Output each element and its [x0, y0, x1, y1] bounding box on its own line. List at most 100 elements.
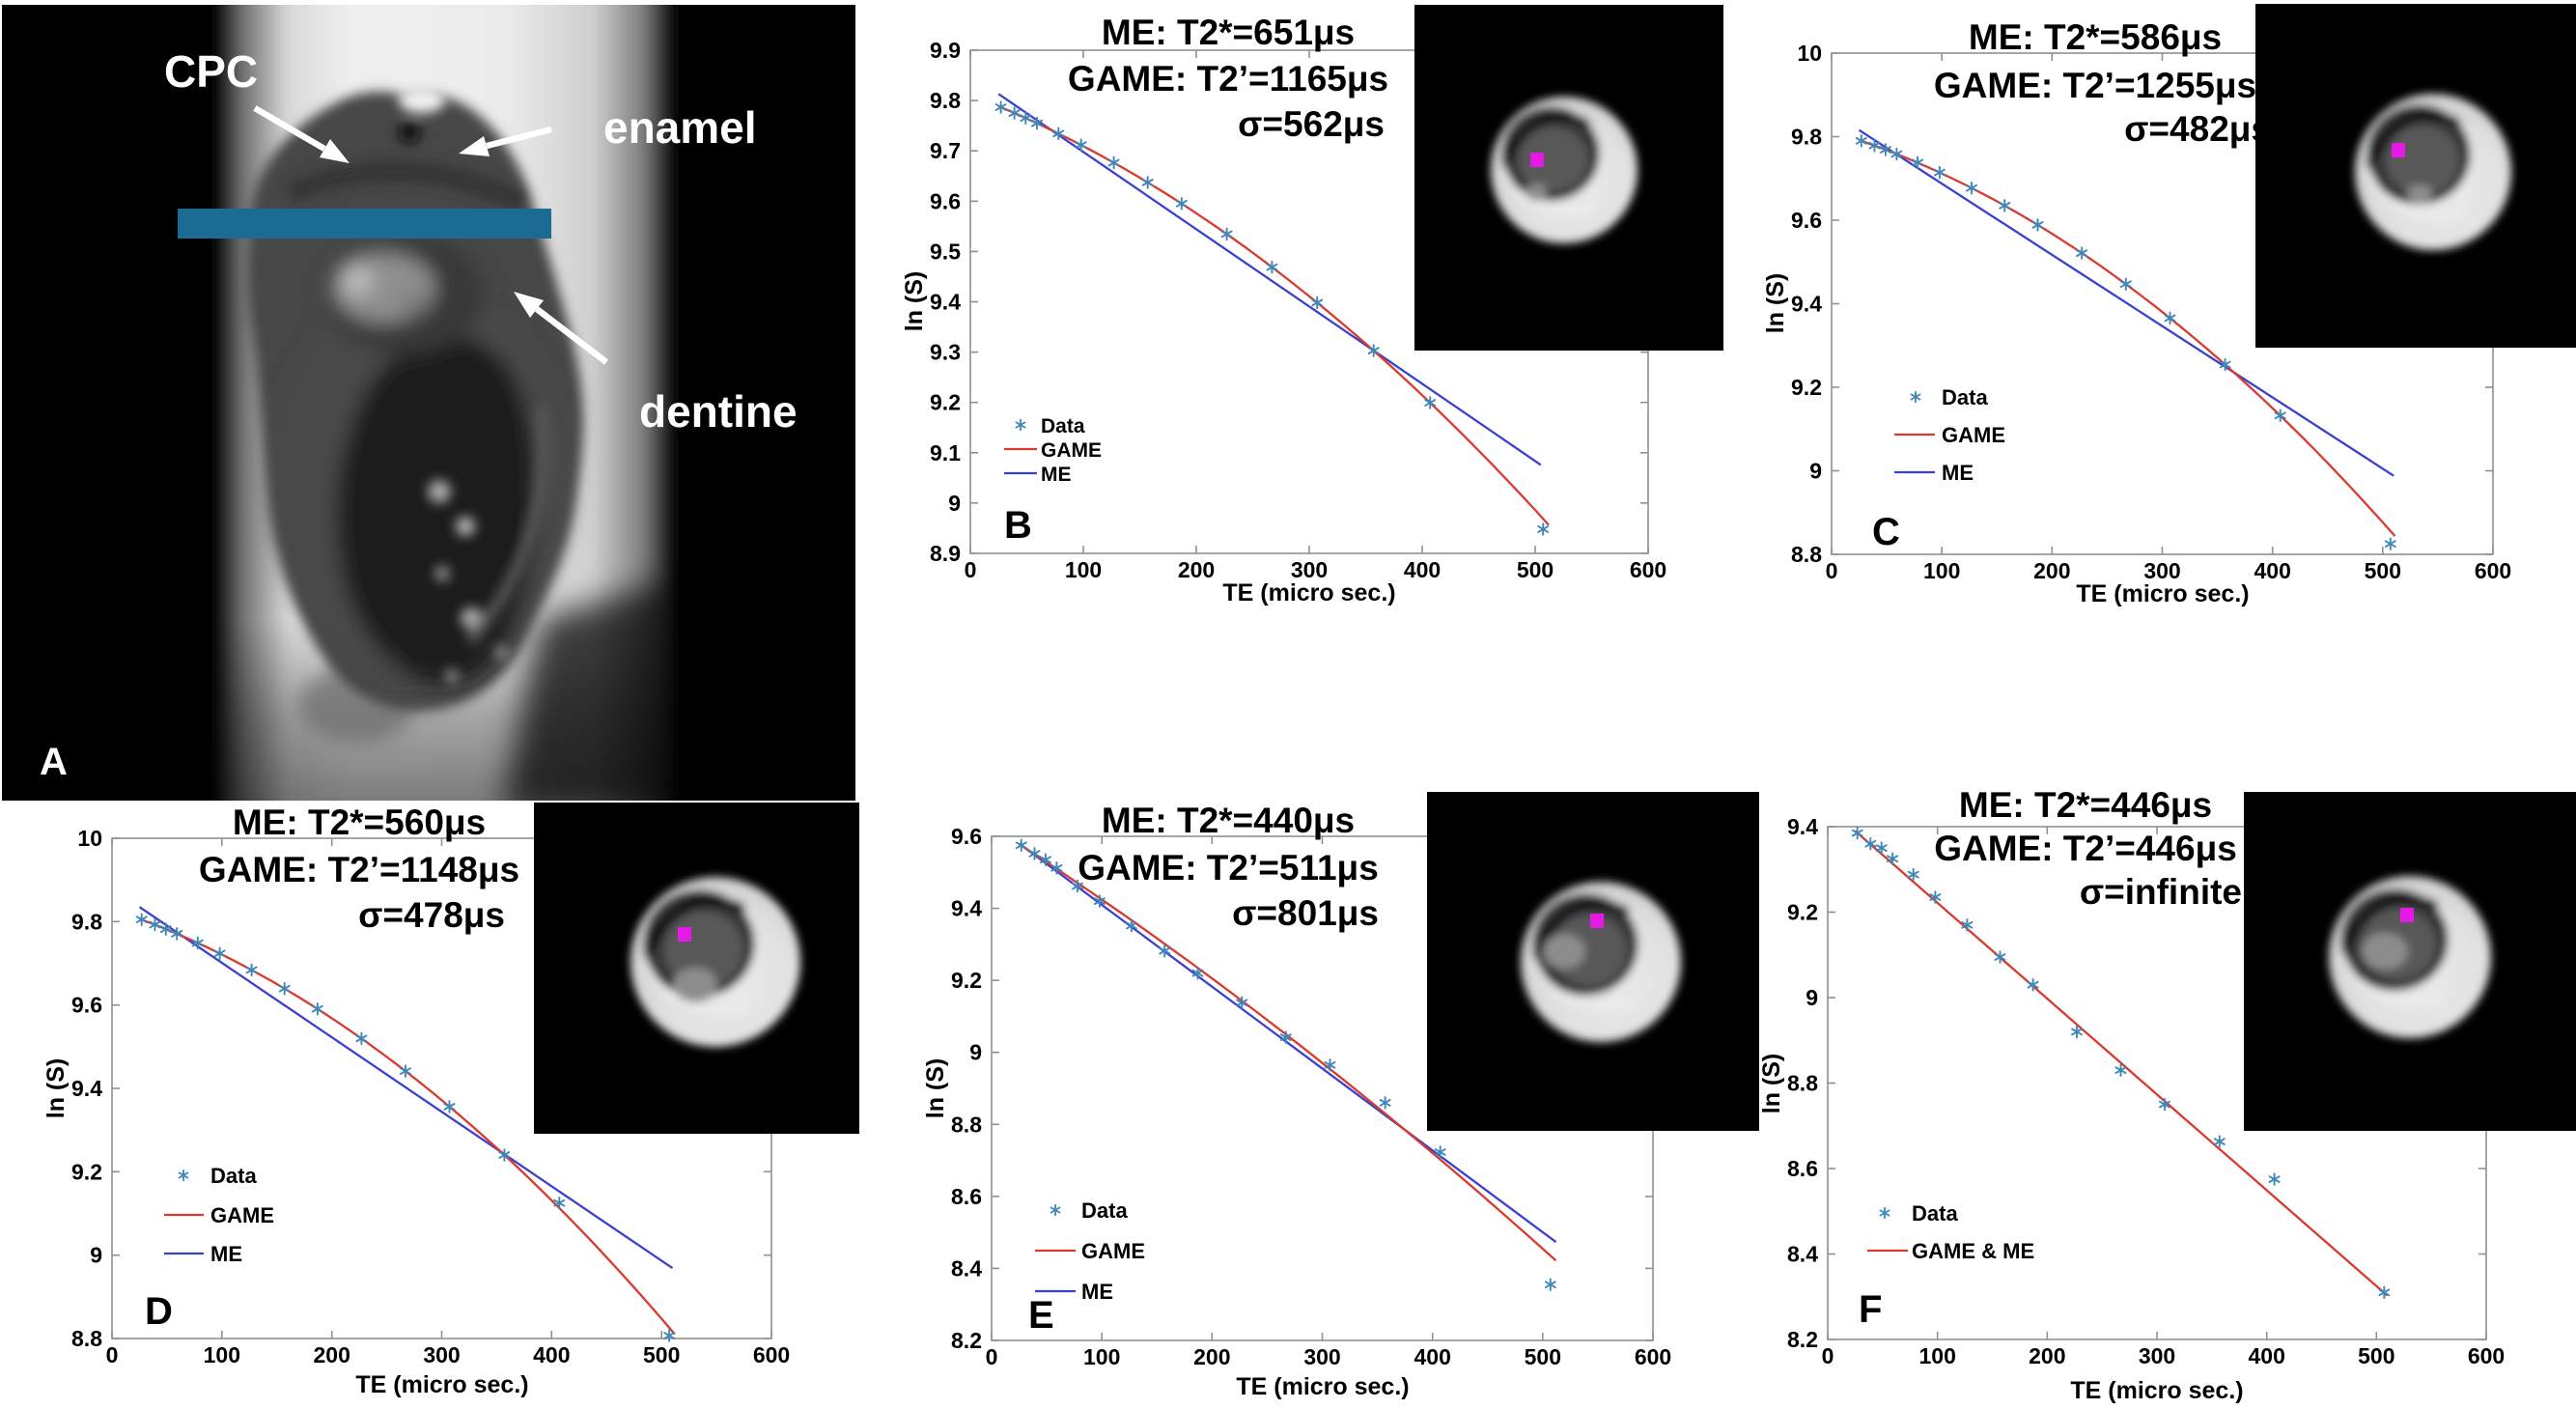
svg-text:9.6: 9.6: [930, 188, 961, 213]
svg-text:GAME & ME: GAME & ME: [1912, 1239, 2034, 1263]
svg-text:GAME: T2’=1165μs: GAME: T2’=1165μs: [1068, 59, 1388, 99]
svg-text:TE (micro sec.): TE (micro sec.): [2070, 1377, 2243, 1404]
svg-text:B: B: [1004, 504, 1032, 547]
svg-text:Data: Data: [1942, 385, 1988, 409]
svg-text:400: 400: [2254, 558, 2291, 583]
svg-text:9.6: 9.6: [71, 993, 102, 1018]
svg-text:9: 9: [1806, 985, 1818, 1010]
svg-text:σ=801μs: σ=801μs: [1232, 893, 1379, 933]
svg-text:8.2: 8.2: [1787, 1327, 1818, 1352]
svg-text:GAME: GAME: [1041, 439, 1102, 462]
svg-text:500: 500: [2365, 558, 2401, 583]
svg-text:ME: T2*=586μs: ME: T2*=586μs: [1969, 17, 2222, 57]
svg-text:400: 400: [1414, 1344, 1451, 1369]
svg-text:9: 9: [90, 1243, 102, 1268]
svg-text:600: 600: [1635, 1344, 1671, 1369]
svg-text:300: 300: [2143, 558, 2180, 583]
svg-text:TE (micro sec.): TE (micro sec.): [1222, 579, 1395, 606]
svg-text:ME: T2*=440μs: ME: T2*=440μs: [1102, 801, 1355, 840]
svg-text:GAME: T2’=1148μs: GAME: T2’=1148μs: [199, 850, 519, 889]
svg-text:TE (micro sec.): TE (micro sec.): [355, 1371, 528, 1398]
svg-text:D: D: [145, 1290, 173, 1333]
svg-text:8.4: 8.4: [951, 1255, 982, 1281]
svg-text:ME: ME: [1942, 461, 1974, 485]
svg-text:100: 100: [1065, 557, 1102, 582]
svg-text:8.4: 8.4: [1787, 1242, 1818, 1267]
svg-text:σ=infinite: σ=infinite: [2080, 872, 2242, 912]
svg-text:ln (S): ln (S): [922, 1058, 949, 1119]
svg-text:400: 400: [2249, 1343, 2285, 1368]
svg-text:8.6: 8.6: [951, 1184, 982, 1209]
svg-text:9.2: 9.2: [1787, 900, 1818, 925]
svg-text:10: 10: [77, 826, 102, 851]
svg-text:σ=482μs: σ=482μs: [2124, 109, 2271, 149]
svg-text:GAME: GAME: [1942, 423, 2005, 447]
svg-text:8.2: 8.2: [951, 1328, 982, 1353]
svg-text:9.2: 9.2: [1791, 375, 1822, 400]
svg-text:200: 200: [2029, 1343, 2065, 1368]
svg-text:100: 100: [1923, 558, 1960, 583]
svg-text:300: 300: [1303, 1344, 1340, 1369]
svg-text:600: 600: [2468, 1343, 2505, 1368]
svg-text:300: 300: [423, 1342, 460, 1367]
svg-text:0: 0: [1822, 1343, 1834, 1368]
svg-text:300: 300: [1291, 557, 1328, 582]
svg-text:TE (micro sec.): TE (micro sec.): [2076, 580, 2249, 607]
svg-text:9.4: 9.4: [1791, 292, 1822, 317]
svg-text:9.6: 9.6: [951, 824, 982, 849]
svg-text:500: 500: [643, 1342, 680, 1367]
svg-text:CPC: CPC: [164, 46, 258, 97]
svg-text:ln (S): ln (S): [901, 271, 928, 332]
svg-text:8.8: 8.8: [951, 1112, 982, 1137]
svg-text:9.1: 9.1: [930, 440, 961, 465]
svg-text:ln (S): ln (S): [1758, 1054, 1785, 1114]
svg-text:9.8: 9.8: [930, 88, 961, 113]
svg-text:ME: T2*=560μs: ME: T2*=560μs: [233, 803, 486, 842]
svg-text:F: F: [1859, 1288, 1882, 1331]
svg-text:100: 100: [1083, 1344, 1120, 1369]
svg-text:dentine: dentine: [639, 386, 798, 437]
svg-text:8.6: 8.6: [1787, 1156, 1818, 1181]
svg-text:9.5: 9.5: [930, 239, 961, 264]
svg-text:9.4: 9.4: [951, 896, 982, 921]
svg-text:9.4: 9.4: [930, 290, 961, 315]
svg-text:ME: ME: [1041, 464, 1072, 486]
svg-text:Data: Data: [1081, 1198, 1128, 1223]
svg-text:9: 9: [1809, 459, 1822, 484]
svg-text:500: 500: [1517, 557, 1554, 582]
svg-text:9.4: 9.4: [1787, 814, 1818, 839]
svg-text:600: 600: [2475, 558, 2511, 583]
svg-text:E: E: [1028, 1294, 1054, 1337]
svg-text:400: 400: [1404, 557, 1441, 582]
svg-text:9.6: 9.6: [1791, 208, 1822, 233]
svg-text:GAME: T2’=446μs: GAME: T2’=446μs: [1934, 829, 2237, 868]
svg-text:500: 500: [2358, 1343, 2394, 1368]
svg-text:A: A: [40, 741, 68, 783]
svg-text:GAME: GAME: [1081, 1239, 1145, 1263]
svg-text:400: 400: [533, 1342, 570, 1367]
svg-text:9.9: 9.9: [930, 38, 961, 63]
svg-text:σ=478μs: σ=478μs: [358, 895, 505, 935]
svg-text:300: 300: [2139, 1343, 2175, 1368]
svg-text:TE (micro sec.): TE (micro sec.): [1236, 1373, 1409, 1400]
svg-text:0: 0: [106, 1342, 119, 1367]
svg-text:enamel: enamel: [603, 102, 757, 153]
svg-text:8.8: 8.8: [1787, 1071, 1818, 1096]
svg-text:9.3: 9.3: [930, 340, 961, 365]
svg-text:ME: ME: [210, 1242, 242, 1266]
svg-text:0: 0: [965, 557, 977, 582]
svg-text:ME: ME: [1081, 1280, 1113, 1304]
svg-text:C: C: [1872, 511, 1900, 553]
svg-text:8.9: 8.9: [930, 541, 961, 566]
svg-text:200: 200: [314, 1342, 350, 1367]
svg-text:9.2: 9.2: [71, 1159, 102, 1184]
svg-text:200: 200: [2033, 558, 2070, 583]
svg-text:σ=562μs: σ=562μs: [1238, 104, 1385, 144]
svg-text:0: 0: [1826, 558, 1838, 583]
svg-text:200: 200: [1178, 557, 1215, 582]
svg-text:GAME: T2’=511μs: GAME: T2’=511μs: [1078, 848, 1379, 888]
svg-text:10: 10: [1797, 41, 1822, 66]
svg-text:100: 100: [1919, 1343, 1956, 1368]
svg-text:200: 200: [1193, 1344, 1230, 1369]
svg-text:600: 600: [1630, 557, 1666, 582]
